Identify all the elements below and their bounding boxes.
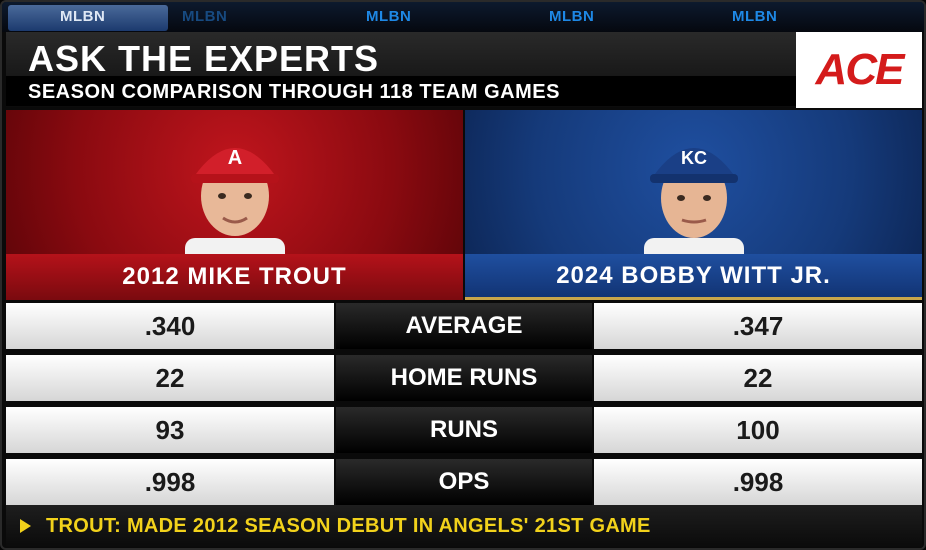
footer-note: TROUT: MADE 2012 SEASON DEBUT IN ANGELS'…: [6, 505, 922, 548]
graphic-header: ASK THE EXPERTS SEASON COMPARISON THROUG…: [6, 32, 796, 107]
stat-label: OPS: [336, 459, 592, 505]
page-subtitle: SEASON COMPARISON THROUGH 118 TEAM GAMES: [28, 81, 560, 103]
angels-cap-logo: A: [227, 147, 241, 169]
stat-row: .340 AVERAGE .347: [6, 303, 922, 349]
stat-left-value: 93: [6, 407, 334, 453]
ticker-item: MLBN: [549, 8, 595, 25]
player-headshot-icon: KC: [643, 148, 744, 258]
stat-label: AVERAGE: [336, 303, 592, 349]
stat-right-value: .347: [594, 303, 922, 349]
stat-right-value: .998: [594, 459, 922, 505]
network-ticker: MLBN MLBN MLBN MLBN MLBN: [2, 2, 924, 32]
player-headshot-icon: A: [184, 147, 285, 258]
ticker-highlight: [8, 5, 168, 31]
royals-cap-logo: KC: [681, 148, 707, 168]
stat-right-value: 22: [594, 355, 922, 401]
stat-left-value: .998: [6, 459, 334, 505]
stat-row: .998 OPS .998: [6, 459, 922, 505]
stat-label: RUNS: [336, 407, 592, 453]
player-name-left: 2012 MIKE TROUT: [6, 254, 463, 300]
ticker-item: MLBN: [366, 8, 412, 25]
stat-row: 22 HOME RUNS 22: [6, 355, 922, 401]
stat-left-value: .340: [6, 303, 334, 349]
ticker-item: MLBN: [182, 8, 228, 25]
footer-text: TROUT: MADE 2012 SEASON DEBUT IN ANGELS'…: [46, 515, 651, 537]
ace-logo-text: ACE: [815, 45, 905, 94]
ticker-item: MLBN: [732, 8, 778, 25]
stat-label: HOME RUNS: [336, 355, 592, 401]
play-arrow-icon: [20, 519, 31, 533]
sponsor-logo: ACE: [796, 32, 922, 108]
stat-row: 93 RUNS 100: [6, 407, 922, 453]
stat-left-value: 22: [6, 355, 334, 401]
page-title: ASK THE EXPERTS: [28, 38, 380, 79]
player-name-right: 2024 BOBBY WITT JR.: [465, 254, 922, 300]
player-panel-right: KC 2024 BOBBY WITT JR.: [465, 110, 922, 300]
ticker-item: MLBN: [60, 8, 106, 25]
subtitle-bar: SEASON COMPARISON THROUGH 118 TEAM GAMES: [6, 76, 796, 106]
player-panel-left: A 2012 MIKE TROUT: [6, 110, 463, 300]
stat-right-value: 100: [594, 407, 922, 453]
